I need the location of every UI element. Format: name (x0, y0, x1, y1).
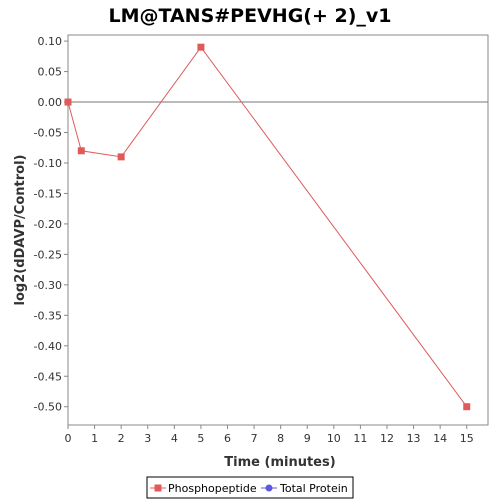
y-tick-label: 0.10 (38, 35, 63, 48)
y-tick-label: -0.30 (34, 279, 62, 292)
x-tick-label: 3 (144, 432, 151, 445)
y-tick-label: -0.15 (34, 187, 62, 200)
x-tick-label: 14 (433, 432, 447, 445)
legend-label: Total Protein (279, 482, 348, 495)
data-point (77, 147, 85, 155)
y-tick-label: -0.05 (34, 127, 62, 140)
x-tick-label: 1 (91, 432, 98, 445)
x-tick-label: 0 (65, 432, 72, 445)
plot-area (67, 34, 489, 426)
y-tick-label: -0.50 (34, 401, 62, 414)
y-tick-label: -0.45 (34, 370, 62, 383)
y-tick-label: 0.00 (38, 96, 63, 109)
x-tick-label: 6 (224, 432, 231, 445)
x-axis: 0 1 2 3 4 5 6 7 8 9 10 11 12 13 14 15 (65, 425, 474, 445)
x-tick-label: 9 (304, 432, 311, 445)
x-tick-label: 7 (251, 432, 258, 445)
x-tick-label: 5 (197, 432, 204, 445)
y-axis-label: log2(dDAVP/Control) (13, 155, 28, 306)
data-point (197, 43, 205, 51)
y-tick-label: -0.10 (34, 157, 62, 170)
x-tick-label: 2 (118, 432, 125, 445)
y-tick-label: -0.40 (34, 340, 62, 353)
legend: Phosphopeptide Total Protein (146, 476, 354, 499)
legend-label: Phosphopeptide (168, 482, 257, 495)
x-tick-label: 10 (327, 432, 341, 445)
series-layer (64, 43, 471, 411)
x-tick-label: 8 (277, 432, 284, 445)
x-tick-label: 12 (380, 432, 394, 445)
y-axis: 0.10 0.05 0.00 -0.05 -0.10 -0.15 -0.20 -0.25 -0.… (34, 35, 68, 414)
y-tick-label: -0.25 (34, 248, 62, 261)
data-point (117, 153, 125, 161)
legend-circle-icon (265, 484, 273, 492)
data-point (64, 98, 72, 106)
x-tick-label: 11 (353, 432, 367, 445)
y-tick-label: -0.35 (34, 309, 62, 322)
x-tick-label: 4 (171, 432, 178, 445)
x-tick-label: 15 (460, 432, 474, 445)
x-tick-label: 13 (407, 432, 421, 445)
legend-box (146, 476, 354, 499)
y-tick-label: -0.20 (34, 218, 62, 231)
x-axis-label: Time (minutes) (224, 455, 335, 470)
chart-title: LM@TANS#PEVHG(+ 2)_v1 (108, 5, 391, 27)
y-tick-label: 0.05 (38, 66, 63, 79)
data-point (463, 403, 471, 411)
legend-square-icon (154, 484, 162, 492)
